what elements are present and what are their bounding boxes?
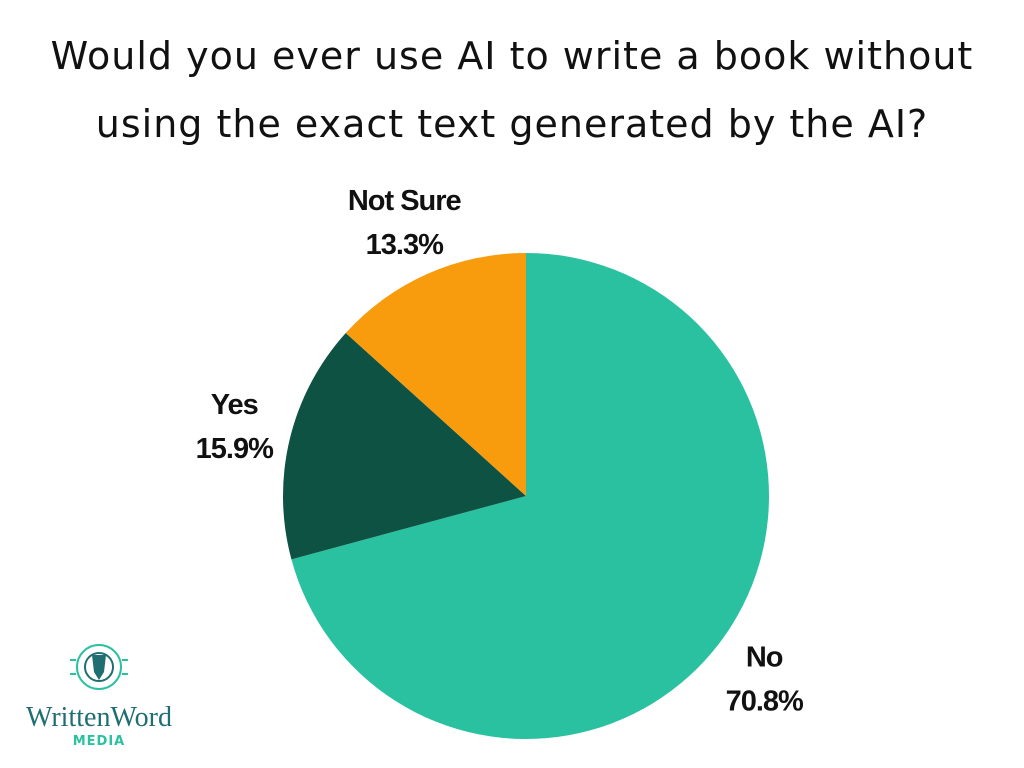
- value-label: 13.3%: [366, 229, 444, 261]
- logo-name: WrittenWord: [26, 702, 172, 733]
- slice-label: No: [746, 641, 783, 673]
- value-label: 15.9%: [196, 433, 274, 465]
- slice-label: Yes: [211, 389, 258, 421]
- pie-slice: [345, 253, 526, 496]
- value-label: 70.8%: [726, 685, 804, 717]
- slice-label: Not Sure: [348, 185, 462, 217]
- logo-subtitle: MEDIA: [73, 734, 126, 749]
- pie-slice: [282, 333, 526, 560]
- pie-slice: [291, 253, 769, 739]
- pie: [282, 253, 769, 739]
- chart-title: Would you ever use AI to write a book wi…: [50, 34, 974, 146]
- logo: WrittenWord MEDIA: [26, 644, 172, 749]
- logo-icon: [70, 644, 128, 690]
- labels: No 70.8% Yes 15.9% Not Sure 13.3%: [196, 185, 805, 718]
